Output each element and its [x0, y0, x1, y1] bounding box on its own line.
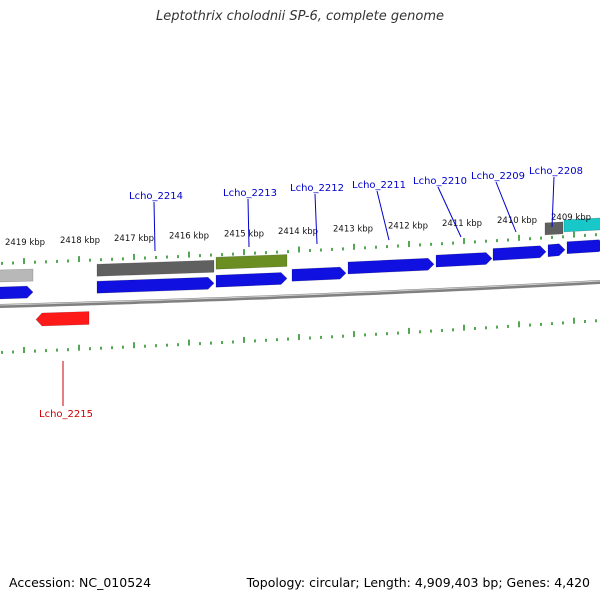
backbone-line	[0, 280, 600, 308]
gene-leader-line	[247, 198, 250, 248]
cyan-feature-bar	[563, 217, 600, 233]
gene-leader-line	[376, 190, 390, 241]
gray-feature-bar	[96, 259, 215, 277]
olive-feature-bar	[215, 254, 288, 270]
kbp-label: 2410 kbp	[497, 216, 537, 226]
kbp-labels: 2419 kbp 2418 kbp 2417 kbp 2416 kbp 2415 kbp…	[5, 213, 591, 248]
forward-cds-bar	[347, 257, 435, 275]
backbone-highlight	[0, 280, 600, 306]
map-title: Leptothrix cholodnii SP-6, complete geno…	[156, 9, 444, 24]
gene-label[interactable]: Lcho_2211	[352, 180, 406, 191]
gray-feature-bar	[0, 268, 34, 283]
kbp-label: 2416 kbp	[169, 232, 209, 242]
forward-cds-bar	[566, 239, 600, 255]
forward-cds-bar	[0, 285, 34, 300]
kbp-label: 2409 kbp	[551, 213, 591, 223]
forward-cds-bar	[215, 272, 288, 288]
forward-cds-bar	[547, 243, 566, 258]
gene-label[interactable]: Lcho_2209	[471, 171, 525, 182]
kbp-label: 2412 kbp	[388, 222, 428, 232]
kbp-label: 2415 kbp	[224, 229, 264, 239]
kbp-label: 2417 kbp	[114, 234, 154, 244]
forward-cds-bar	[96, 276, 215, 294]
gene-leader-line	[153, 201, 156, 252]
gene-label[interactable]: Lcho_2208	[529, 166, 583, 177]
gene-leader-line	[495, 181, 517, 233]
gene-leader-line	[314, 193, 318, 245]
gene-label[interactable]: Lcho_2212	[290, 183, 344, 194]
gray-feature-bar	[544, 221, 564, 236]
kbp-label: 2413 kbp	[333, 224, 373, 234]
forward-cds-bar	[291, 266, 347, 282]
reverse-cds-bar	[35, 311, 90, 327]
gene-leader-line	[437, 186, 462, 238]
kbp-label: 2418 kbp	[60, 236, 100, 246]
kbp-label: 2414 kbp	[278, 227, 318, 237]
kbp-label: 2411 kbp	[442, 219, 482, 229]
forward-cds-bar	[435, 252, 493, 268]
genome-backbone	[0, 280, 600, 308]
tick-marks	[1, 231, 597, 354]
gene-label[interactable]: Lcho_2215	[39, 409, 93, 420]
feature-track	[0, 217, 600, 327]
gene-labels: Lcho_2214 Lcho_2213 Lcho_2212 Lcho_2211 Lcho…	[39, 166, 583, 420]
gene-label[interactable]: Lcho_2214	[129, 191, 183, 202]
gene-leader-line	[551, 176, 555, 228]
gene-label[interactable]: Lcho_2213	[223, 188, 277, 199]
accession-text: Accession: NC_010524	[9, 575, 152, 590]
kbp-label: 2419 kbp	[5, 238, 45, 248]
topology-summary: Topology: circular; Length: 4,909,403 bp…	[246, 575, 590, 590]
gene-label[interactable]: Lcho_2210	[413, 176, 467, 187]
forward-cds-bar	[492, 245, 547, 261]
